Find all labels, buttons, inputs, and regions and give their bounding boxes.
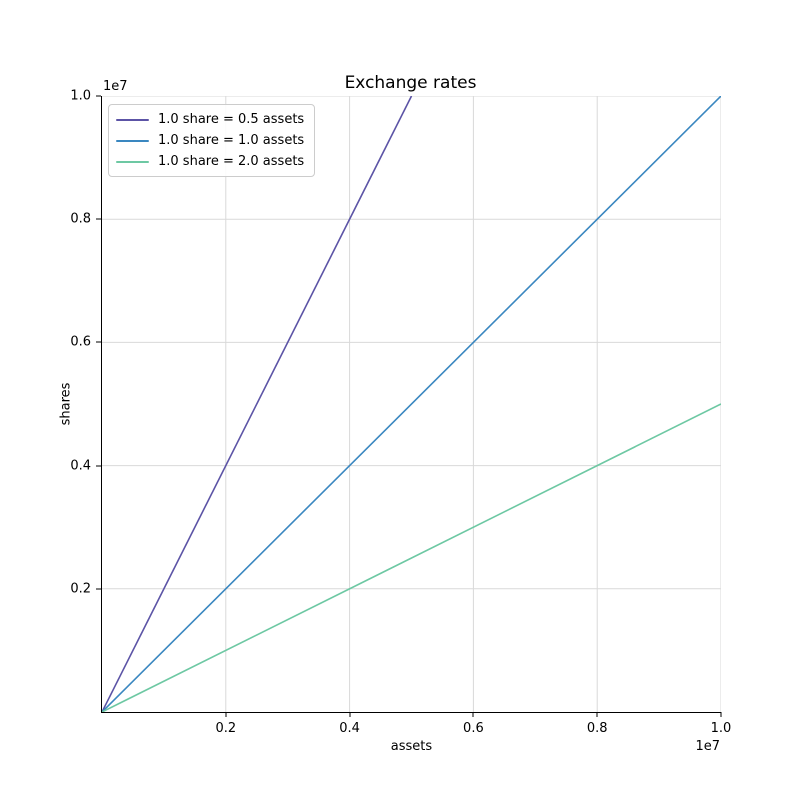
x-tick-label: 1.0 bbox=[710, 721, 732, 736]
legend-label: 1.0 share = 1.0 assets bbox=[158, 133, 305, 148]
y-tick-mark bbox=[96, 465, 101, 467]
x-tick-mark bbox=[349, 712, 351, 717]
y-axis-label: shares bbox=[58, 382, 74, 426]
legend-label: 1.0 share = 0.5 assets bbox=[158, 112, 305, 127]
y-tick-label: 0.6 bbox=[70, 334, 91, 350]
legend-label: 1.0 share = 2.0 assets bbox=[158, 154, 305, 169]
x-axis-offset-text: 1e7 bbox=[695, 739, 720, 754]
x-tick-mark bbox=[225, 712, 227, 717]
x-axis-label: assets bbox=[390, 739, 433, 754]
chart-title: Exchange rates bbox=[344, 73, 477, 93]
y-tick-mark bbox=[96, 95, 101, 97]
x-tick-label: 0.6 bbox=[463, 721, 484, 736]
y-tick-label: 0.8 bbox=[70, 211, 91, 227]
y-axis-offset-text: 1e7 bbox=[103, 79, 128, 94]
x-tick-mark bbox=[720, 712, 722, 717]
legend-entry: 1.0 share = 1.0 assets bbox=[116, 130, 304, 151]
y-tick-mark bbox=[96, 341, 101, 343]
plot-svg bbox=[102, 96, 721, 712]
x-tick-label: 0.4 bbox=[339, 721, 360, 736]
legend-line-swatch bbox=[116, 160, 149, 163]
x-tick-label: 0.2 bbox=[215, 721, 237, 736]
y-tick-label: 0.2 bbox=[70, 581, 91, 597]
legend-line-swatch bbox=[116, 118, 149, 121]
x-tick-mark bbox=[472, 712, 474, 717]
plot-area: 1e7 1e7 assets shares 1.0 share = 0.5 as… bbox=[59, 80, 732, 753]
legend-entry: 1.0 share = 2.0 assets bbox=[116, 151, 304, 172]
y-tick-label: 1.0 bbox=[70, 88, 91, 104]
legend: 1.0 share = 0.5 assets 1.0 share = 1.0 a… bbox=[108, 104, 316, 177]
x-tick-label: 0.8 bbox=[586, 721, 608, 736]
y-tick-mark bbox=[96, 588, 101, 590]
legend-line-swatch bbox=[116, 139, 149, 142]
x-tick-mark bbox=[596, 712, 598, 717]
y-tick-mark bbox=[96, 218, 101, 220]
y-tick-label: 0.4 bbox=[70, 458, 91, 474]
legend-entry: 1.0 share = 0.5 assets bbox=[116, 109, 304, 130]
